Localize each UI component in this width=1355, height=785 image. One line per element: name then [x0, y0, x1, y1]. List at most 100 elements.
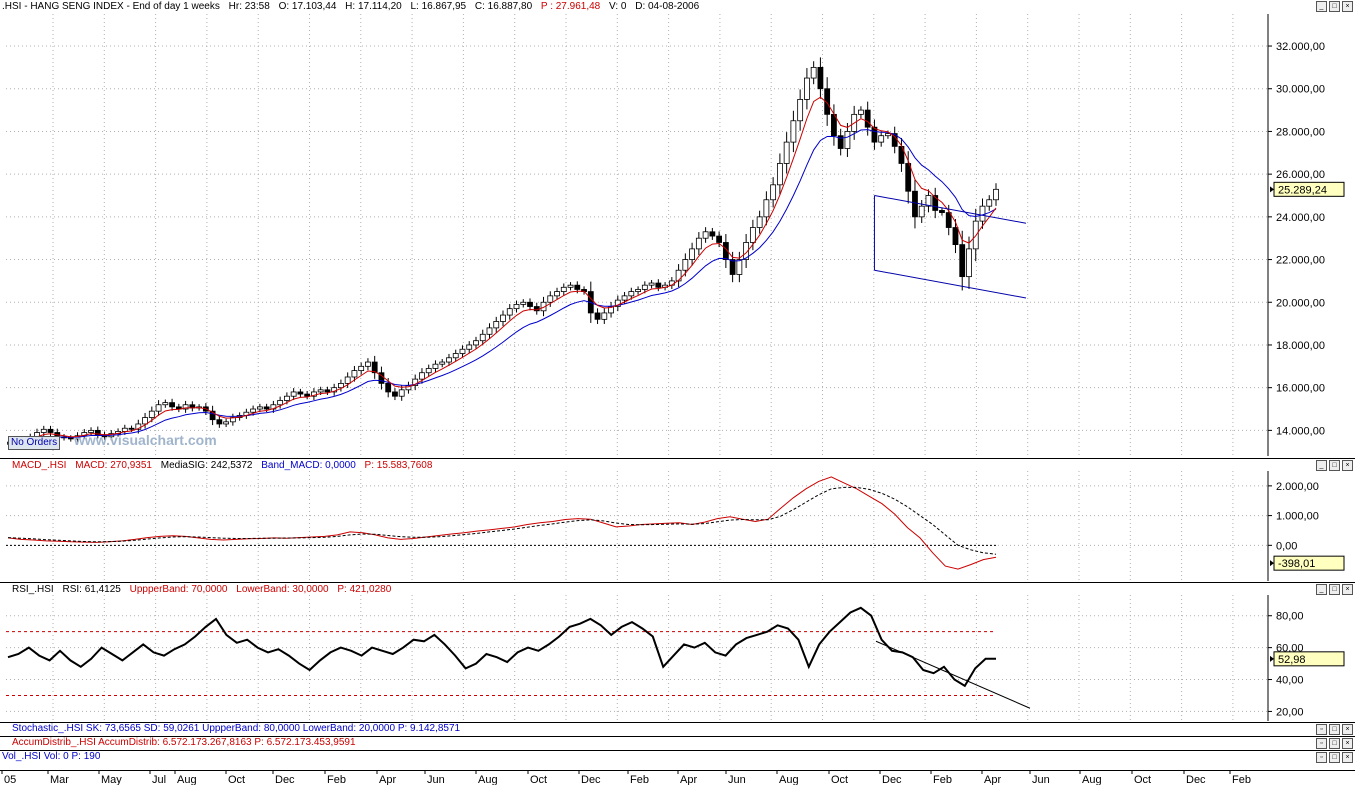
- last-value-label: 25.289,24: [1278, 184, 1327, 196]
- candle-body: [756, 216, 763, 228]
- candle-body: [993, 188, 999, 201]
- channel-lower-trendline: [874, 269, 1027, 299]
- accumdistrib-panel[interactable]: AccumDistrib_.HSI AccumDistrib: 6.572.17…: [0, 736, 1355, 749]
- macd-header: MACD_.HSI MACD: 270,9351 MediaSIG: 242,5…: [12, 460, 438, 472]
- close-icon[interactable]: ×: [1342, 752, 1353, 763]
- close-readout: C: 16.887,80: [474, 1, 533, 12]
- price-panel-controls: _ □ ×: [1316, 1, 1353, 12]
- fast-moving-average-line: [9, 96, 997, 443]
- minimize-icon[interactable]: _: [1316, 584, 1327, 595]
- y-tick-label: 1.000,00: [1276, 511, 1319, 523]
- candle-body: [392, 391, 398, 397]
- candle-body: [459, 348, 466, 354]
- x-tick-label: Dec: [1186, 774, 1206, 785]
- candle-body: [966, 248, 972, 278]
- month-labels: 05 Mar May Jul Aug Oct Dec Feb Apr Jun Aug Oct Dec Fe…: [1, 771, 1251, 785]
- macd-panel[interactable]: MACD_.HSI MACD: 270,9351 MediaSIG: 242,5…: [0, 458, 1355, 583]
- candle-body: [621, 295, 628, 301]
- candle-body: [986, 199, 993, 207]
- candle-body: [263, 406, 270, 410]
- minimize-icon[interactable]: _: [1316, 460, 1327, 471]
- y-tick-label: 2.000,00: [1276, 481, 1319, 493]
- last-value-pointer: [1270, 560, 1274, 567]
- x-tick-label: 05: [4, 774, 16, 785]
- y-tick-label: 0,00: [1276, 540, 1297, 552]
- rsi-panel[interactable]: RSI_.HSI RSI: 61,4125 UppperBand: 70,000…: [0, 582, 1355, 723]
- candle-body: [858, 109, 864, 115]
- maximize-icon[interactable]: □: [1329, 724, 1340, 735]
- last-value-pointer: [1270, 655, 1274, 662]
- candle-body: [729, 259, 736, 275]
- maximize-icon[interactable]: □: [1329, 752, 1340, 763]
- candle-body: [439, 361, 446, 365]
- close-icon[interactable]: ×: [1342, 1, 1353, 12]
- p-readout: P : 27.961,48: [540, 1, 601, 12]
- candle-body: [182, 404, 189, 410]
- x-tick-label: Oct: [228, 774, 245, 785]
- volume-readout: V: 0: [609, 1, 627, 12]
- x-tick-label: May: [101, 774, 122, 785]
- volume-panel[interactable]: Vol_.HSI Vol: 0 P: 190 ▫ □ ×: [0, 750, 1355, 763]
- candle-body: [885, 133, 891, 137]
- candle-body: [702, 231, 709, 239]
- stochastic-panel[interactable]: Stochastic_.HSI SK: 73,6565 SD: 59,0261 …: [0, 722, 1355, 735]
- candle-body: [162, 402, 169, 406]
- candle-body: [527, 301, 533, 307]
- maximize-icon[interactable]: □: [1329, 1, 1340, 12]
- candle-body: [304, 393, 311, 397]
- y-tick-label: 20,00: [1276, 706, 1304, 718]
- candle-body: [256, 406, 263, 410]
- no-orders-button[interactable]: No Orders: [8, 436, 61, 450]
- macd-chart: 0,00 1.000,00 2.000,00 -398,01: [6, 471, 1345, 581]
- rsi-upper: UppperBand: 70,0000: [129, 584, 228, 595]
- channel-upper-trendline: [874, 195, 1027, 224]
- candle-body: [912, 190, 918, 218]
- candle-body: [297, 391, 304, 395]
- candle-body: [290, 391, 297, 397]
- candle-body: [554, 291, 560, 297]
- candle-body: [918, 205, 925, 218]
- candle-body: [121, 427, 128, 432]
- rsi-p: P: 421,0280: [337, 584, 392, 595]
- close-icon[interactable]: ×: [1342, 460, 1353, 471]
- x-tick-label: Oct: [1134, 774, 1151, 785]
- candle-body: [905, 163, 912, 192]
- candle-body: [594, 312, 601, 320]
- candle-body: [446, 357, 452, 363]
- candle-body: [614, 299, 621, 307]
- watermark: www.visualchart.com: [74, 432, 217, 448]
- date-readout: D: 04-08-2006: [635, 1, 700, 12]
- candle-body: [932, 195, 939, 211]
- restore-icon[interactable]: ▫: [1316, 724, 1327, 735]
- candle-body: [560, 286, 567, 292]
- restore-icon[interactable]: ▫: [1316, 738, 1327, 749]
- candle-body: [500, 314, 506, 322]
- candle-body: [432, 363, 439, 369]
- candle-body: [148, 410, 155, 418]
- y-tick-label: 28.000,00: [1276, 126, 1325, 138]
- x-tick-label: Aug: [779, 774, 799, 785]
- maximize-icon[interactable]: □: [1329, 738, 1340, 749]
- x-tick-label: Oct: [831, 774, 848, 785]
- candle-body: [155, 404, 162, 412]
- candle-body: [682, 259, 689, 271]
- close-icon[interactable]: ×: [1342, 724, 1353, 735]
- maximize-icon[interactable]: □: [1329, 460, 1340, 471]
- candle-body: [567, 284, 574, 288]
- close-icon[interactable]: ×: [1342, 738, 1353, 749]
- candle-body: [47, 428, 54, 433]
- maximize-icon[interactable]: □: [1329, 584, 1340, 595]
- volume-header: Vol_.HSI Vol: 0 P: 190: [2, 751, 101, 762]
- low-readout: L: 16.867,95: [410, 1, 467, 12]
- candle-body: [574, 284, 581, 290]
- minimize-icon[interactable]: _: [1316, 1, 1327, 12]
- x-tick-label: Feb: [327, 774, 346, 785]
- candle-body: [513, 303, 520, 310]
- price-panel[interactable]: .HSI - HANG SENG INDEX - End of day 1 we…: [0, 0, 1355, 458]
- restore-icon[interactable]: ▫: [1316, 752, 1327, 763]
- high-readout: H: 17.114,20: [345, 1, 402, 12]
- close-icon[interactable]: ×: [1342, 584, 1353, 595]
- candle-body: [810, 66, 817, 79]
- candle-body: [749, 227, 756, 243]
- x-tick-label: Jul: [152, 774, 166, 785]
